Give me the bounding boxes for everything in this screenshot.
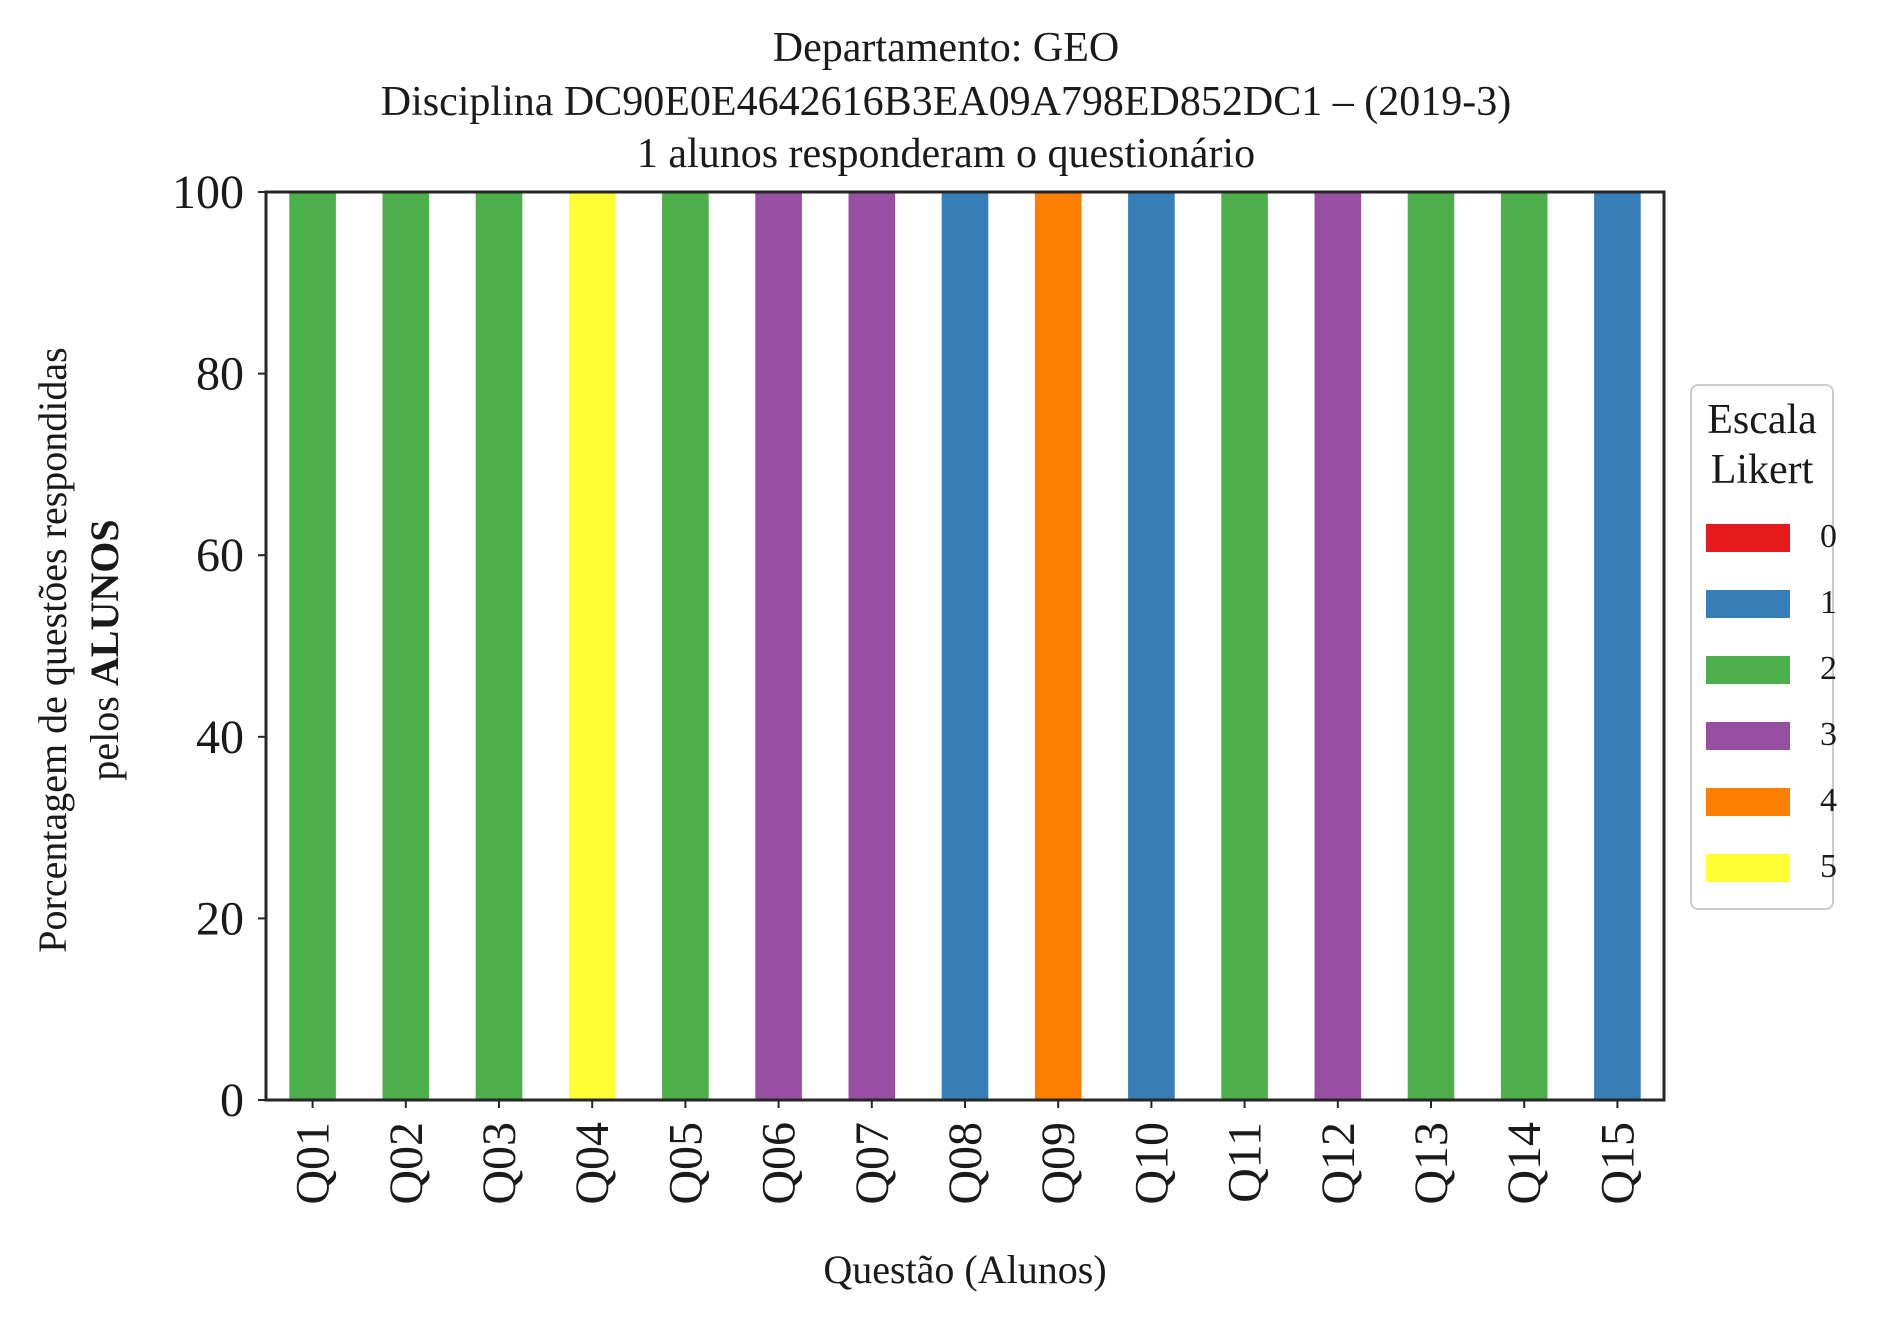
legend-swatch [1706,722,1790,750]
chart-title-line-1: Departamento: GEO [772,25,1120,71]
legend-label: 1 [1820,584,1837,621]
x-tick-label-q04: Q04 [566,1122,619,1205]
x-tick-label-q15: Q15 [1591,1122,1644,1205]
legend-swatch [1706,788,1790,816]
y-axis-label-line-1: Porcentagem de questões respondidas [30,347,75,952]
legend-title-line-2: Likert [1710,447,1814,493]
bar-q03 [475,192,523,1100]
y-axis-ticks: 0 20 40 60 80 100 [172,166,266,1127]
y-axis-label: Porcentagem de questões respondidas pelo… [30,347,127,952]
x-tick-label-q08: Q08 [939,1122,992,1205]
x-tick-label-q07: Q07 [846,1122,899,1205]
legend-swatch [1706,854,1790,882]
legend-item-5: 5 [1706,848,1837,885]
bar-q14 [1500,192,1548,1100]
bar-q10 [1128,192,1175,1100]
bar-q08 [941,192,989,1100]
bar-q13 [1407,192,1455,1100]
x-tick-label-q11: Q11 [1219,1122,1272,1203]
legend-label: 3 [1820,716,1837,753]
legend-item-0: 0 [1706,518,1837,555]
bar-q12 [1314,192,1362,1100]
x-tick-label-q05: Q05 [659,1122,712,1205]
y-axis-label-bold: ALUNOS [82,519,127,686]
bar-q15 [1594,192,1641,1100]
bar-q09 [1034,192,1082,1100]
x-axis-ticks: Q01 Q02 Q03 Q04 Q05 Q06 Q07 Q08 Q09 Q10 Q11 Q12 Q13 Q… [287,1100,1644,1205]
bar-q06 [755,192,802,1100]
bar-q01 [289,192,336,1100]
legend-label: 0 [1820,518,1837,555]
x-axis-label: Questão (Alunos) [823,1247,1106,1292]
legend-label: 2 [1820,650,1837,687]
y-axis-label-prefix: pelos [82,686,127,780]
y-tick-label: 40 [196,711,244,764]
x-tick-label-q03: Q03 [473,1122,526,1205]
y-tick-label: 60 [196,529,244,582]
legend-swatch [1706,656,1790,684]
x-tick-label-q12: Q12 [1312,1122,1365,1205]
legend-title-line-1: Escala [1707,397,1817,443]
y-tick-label: 0 [220,1074,244,1127]
x-tick-label-q10: Q10 [1125,1122,1178,1205]
y-tick-label: 20 [196,892,244,945]
legend-item-3: 3 [1706,716,1837,753]
legend-item-4: 4 [1706,782,1837,819]
x-tick-label-q09: Q09 [1032,1122,1085,1205]
bar-q05 [662,192,709,1100]
legend-item-1: 1 [1706,584,1837,621]
chart-title-line-3: 1 alunos responderam o questionário [636,131,1256,177]
chart-title-line-2: Disciplina DC90E0E4642616B3EA09A798ED852… [380,79,1512,125]
x-tick-label-q01: Q01 [287,1122,340,1205]
x-tick-label-q02: Q02 [380,1122,433,1205]
legend-label: 5 [1820,848,1837,885]
x-tick-label-q14: Q14 [1498,1122,1551,1205]
bars-group [289,192,1641,1100]
bar-q02 [382,192,430,1100]
bar-q04 [568,192,616,1100]
y-axis-label-line-2: pelos ALUNOS [82,519,127,780]
legend-label: 4 [1820,782,1837,819]
y-tick-label: 100 [172,166,244,219]
legend-item-2: 2 [1706,650,1837,687]
legend-swatch [1706,524,1790,552]
plot-area-frame [264,190,1666,1102]
bar-q07 [848,192,896,1100]
x-tick-label-q06: Q06 [753,1122,806,1205]
x-tick-label-q13: Q13 [1405,1122,1458,1205]
bar-q11 [1221,192,1268,1100]
y-tick-label: 80 [196,348,244,401]
legend-swatch [1706,590,1790,618]
legend: Escala Likert 0 1 2 3 4 5 [1690,384,1837,910]
